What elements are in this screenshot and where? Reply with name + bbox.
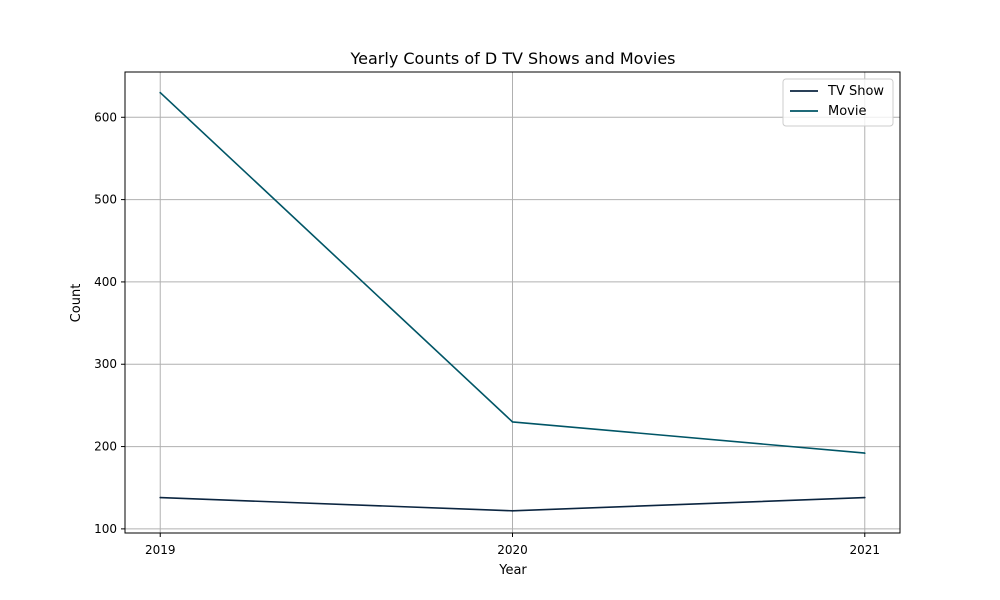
x-tick-label: 2021 (849, 543, 880, 557)
y-tick-label: 100 (94, 522, 117, 536)
y-tick-label: 200 (94, 440, 117, 454)
data-point-movie (159, 91, 162, 94)
legend-label: TV Show (827, 84, 884, 99)
chart-title: Yearly Counts of D TV Shows and Movies (350, 49, 676, 68)
legend: TV Show Movie (782, 78, 894, 127)
y-tick-label: 300 (94, 357, 117, 371)
legend-label: Movie (828, 104, 866, 119)
data-point-tv-show (863, 496, 866, 499)
y-tick-label: 500 (94, 193, 117, 207)
data-point-movie (511, 421, 514, 423)
x-tick-label: 2019 (145, 543, 176, 557)
ticks: 2019 2020 2021 100 200 300 400 500 600 (94, 110, 880, 557)
data-point-tv-show (159, 496, 162, 499)
series-lines (159, 91, 866, 512)
x-tick-label: 2020 (497, 543, 528, 557)
x-axis-label: Year (498, 563, 527, 578)
y-axis-label: Count (69, 284, 84, 323)
y-tick-label: 400 (94, 275, 117, 289)
data-point-tv-show (511, 509, 514, 512)
grid (125, 72, 900, 533)
y-tick-label: 600 (94, 110, 117, 124)
data-point-movie (863, 452, 866, 454)
